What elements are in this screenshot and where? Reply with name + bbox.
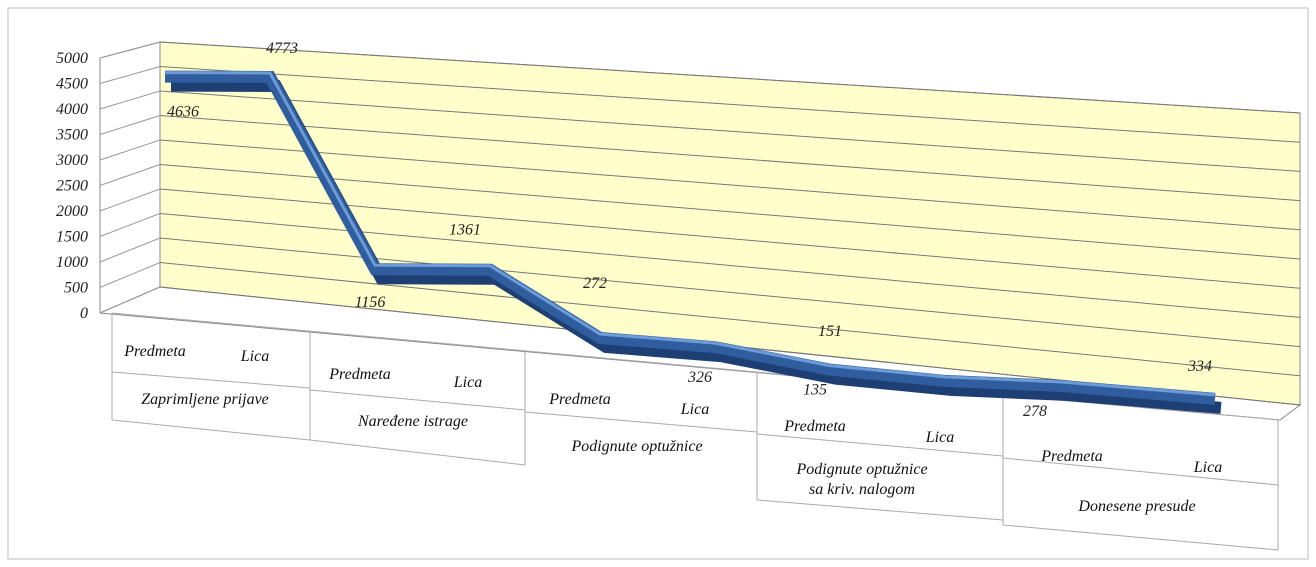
x-tick-label: Lica	[240, 348, 270, 365]
grid-line	[99, 237, 161, 263]
group-label: Podignute optužnice	[571, 438, 703, 455]
data-label: 334	[1187, 358, 1212, 375]
y-tick-label: 0	[80, 305, 88, 322]
grid-line	[99, 213, 161, 237]
data-label: 1156	[355, 294, 386, 311]
grid-line	[99, 115, 161, 135]
data-label: 326	[687, 369, 712, 386]
data-label: 4773	[266, 40, 298, 57]
x-tick-label: Predmeta	[784, 418, 846, 435]
y-tick-label: 3500	[55, 127, 88, 144]
x-tick-label: Predmeta	[124, 343, 186, 360]
grid-line	[159, 188, 1301, 289]
grid-line	[99, 164, 161, 186]
grid-line	[159, 90, 1301, 172]
y-tick-label: 1000	[56, 254, 88, 271]
grid-line	[159, 164, 1301, 260]
grid-line	[159, 262, 1301, 377]
grid-line	[159, 115, 1301, 202]
y-tick-label: 2500	[56, 178, 88, 195]
grid-line	[99, 139, 161, 161]
group-label: Naređene istrage	[357, 413, 469, 430]
y-tick-label: 5000	[56, 50, 88, 67]
grid-line	[159, 237, 1301, 348]
data-label: 135	[803, 382, 827, 399]
y-tick-label: 4000	[56, 101, 88, 118]
frame	[7, 7, 1309, 560]
y-tick-label: 2000	[56, 203, 88, 220]
grid-line	[99, 262, 161, 288]
x-tick-label: Predmeta	[549, 391, 611, 408]
line	[164, 70, 1216, 405]
data-label: 272	[583, 275, 607, 292]
grid-line	[99, 188, 161, 212]
grid-line	[99, 90, 161, 110]
y-tick-label: 3000	[55, 152, 88, 169]
x-tick-label: Predmeta	[1041, 448, 1103, 465]
data-label: 278	[1023, 403, 1047, 420]
grid-line	[99, 41, 161, 59]
group-label: Podignute optužnice sa kriv. nalogom	[796, 461, 928, 498]
grid-line	[159, 66, 1301, 143]
group-label: Zaprimljene prijave	[141, 391, 269, 408]
x-tick-label: Lica	[453, 374, 483, 391]
y-tick-label: 1500	[56, 229, 88, 246]
x-tick-label: Lica	[680, 401, 710, 418]
grid-line	[99, 66, 161, 84]
side-wall	[99, 41, 161, 314]
y-tick-label: 4500	[56, 76, 88, 93]
group-label: Donesene presude	[1078, 498, 1196, 515]
data-label: 151	[818, 323, 842, 340]
line-highlight	[164, 71, 1216, 397]
category-grid	[111, 312, 1281, 551]
data-label: 4636	[167, 104, 199, 121]
grid-line	[99, 286, 161, 314]
grid-line	[159, 139, 1301, 231]
y-tick-label: 500	[64, 280, 88, 297]
x-tick-label: Predmeta	[329, 366, 391, 383]
x-tick-label: Lica	[1193, 459, 1223, 476]
data-label: 1361	[449, 222, 481, 239]
x-tick-label: Lica	[925, 429, 955, 446]
grid-line	[159, 41, 1301, 114]
